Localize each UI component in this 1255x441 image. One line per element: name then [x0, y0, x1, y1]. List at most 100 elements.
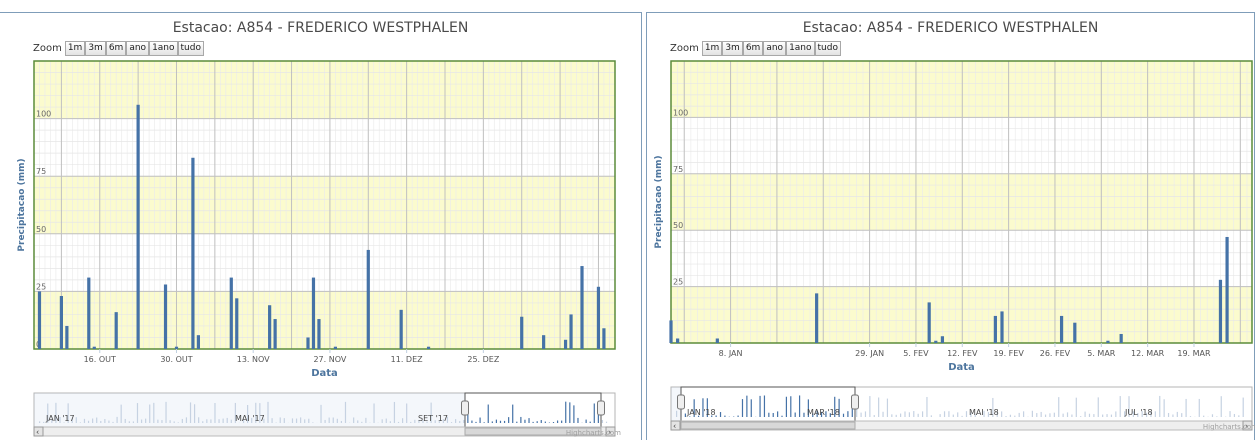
navigator-series-mark [590, 422, 591, 423]
navigator-series-mark [904, 411, 905, 417]
navigator-series-mark [394, 402, 395, 423]
navigator-series-mark [524, 420, 525, 423]
navigator-series-mark [496, 420, 497, 423]
navigator-series-mark [325, 420, 326, 423]
navigator-series-mark [751, 399, 752, 417]
chart-panel-right: Estacao: A854 - FREDERICO WESTPHALEN Zoo… [646, 12, 1255, 440]
navigator-series-mark [280, 417, 281, 423]
navigator-series-mark [573, 405, 574, 423]
data-bar [191, 158, 194, 349]
navigator-series-mark [874, 415, 875, 417]
navigator-series-mark [528, 418, 529, 423]
y-axis-title: Precipitacao (mm) [17, 158, 27, 251]
chevron-left-icon: ‹ [673, 422, 676, 431]
navigator-series-mark [926, 397, 927, 417]
navigator-series-mark [96, 418, 97, 423]
navigator-series-mark [1120, 396, 1121, 417]
navigator-series-mark [1076, 398, 1077, 417]
navigator-series-mark [194, 404, 195, 423]
data-bar [137, 105, 140, 349]
navigator-series-mark [882, 412, 883, 417]
navigator-series-mark [1071, 415, 1072, 417]
navigator-series-mark [1023, 411, 1024, 417]
data-bar [994, 316, 997, 343]
data-bar [306, 337, 309, 349]
y-tick-label: 75 [36, 167, 46, 176]
navigator-series-mark [174, 421, 175, 423]
navigator-series-mark [537, 421, 538, 423]
navigator-series-mark [602, 420, 603, 423]
navigator-series-mark [781, 416, 782, 417]
navigator-series-mark [565, 402, 566, 423]
navigator-series-mark [1058, 397, 1059, 417]
navigator-series-mark [795, 413, 796, 417]
navigator-series-mark [777, 411, 778, 417]
navigator-series-mark [414, 420, 415, 423]
data-bar [934, 341, 937, 343]
navigator-series-mark [1019, 413, 1020, 417]
navigator-series-mark [1098, 397, 1099, 417]
navigator-series-mark [847, 411, 848, 417]
x-tick-label: 8. JAN [719, 349, 743, 358]
data-bar [1225, 237, 1228, 343]
plot-band-1 [671, 174, 1252, 230]
data-bar [669, 320, 672, 343]
navigator-series-mark [43, 422, 44, 423]
navigator-series-mark [88, 421, 89, 423]
navigator-left-handle[interactable] [678, 395, 685, 409]
navigator-series-mark [488, 405, 489, 423]
navigator-series-mark [182, 419, 183, 423]
navigator-series-mark [500, 421, 501, 423]
navigator-series-mark [799, 395, 800, 417]
y-tick-label: 25 [36, 282, 46, 291]
x-tick-label: 5. MAR [1087, 349, 1116, 358]
x-tick-label: 27. NOV [313, 355, 346, 364]
data-bar [38, 291, 41, 349]
navigator-right-handle[interactable] [852, 395, 859, 409]
navigator-series-mark [533, 422, 534, 423]
navigator-series-mark [39, 421, 40, 423]
navigator-series-mark [1049, 413, 1050, 417]
data-bar [334, 347, 337, 349]
navigator-series-mark [149, 405, 150, 423]
navigator-series-mark [1054, 413, 1055, 417]
navigator-right-handle[interactable] [598, 401, 605, 415]
x-tick-label: 11. DEZ [391, 355, 423, 364]
scrollbar-thumb[interactable] [681, 422, 855, 429]
navigator-series-mark [606, 422, 607, 423]
navigator-series-mark [891, 414, 892, 417]
navigator-series-mark [104, 419, 105, 423]
data-bar [367, 250, 370, 349]
navigator-series-mark [137, 403, 138, 423]
navigator-label: MAI '17 [235, 414, 265, 423]
navigator-series-mark [746, 396, 747, 417]
data-bar [1219, 280, 1222, 343]
navigator-series-mark [1172, 414, 1173, 417]
data-bar [1120, 334, 1123, 343]
navigator-series-mark [479, 418, 480, 423]
data-bar [542, 335, 545, 349]
data-bar [580, 266, 583, 349]
navigator-series-mark [382, 419, 383, 423]
y-tick-label: 100 [673, 108, 688, 117]
data-bar [520, 317, 523, 349]
navigator-label: SET '17 [418, 414, 448, 423]
navigator-series-mark [512, 405, 513, 423]
navigator-series-mark [962, 416, 963, 417]
navigator-series-mark [504, 421, 505, 423]
navigator-series-mark [1067, 412, 1068, 417]
navigator-series-mark [329, 418, 330, 423]
navigator-series-mark [1115, 411, 1116, 417]
x-tick-label: 26. FEV [1040, 349, 1071, 358]
navigator-series-mark [353, 417, 354, 423]
navigator-series-mark [577, 418, 578, 423]
navigator-series-mark [1014, 416, 1015, 417]
navigator-series-mark [410, 422, 411, 423]
navigator-series-mark [869, 396, 870, 417]
data-bar [274, 319, 277, 349]
navigator-series-mark [1181, 413, 1182, 417]
data-bar [235, 298, 238, 349]
navigator-left-handle[interactable] [462, 401, 469, 415]
chevron-left-icon: ‹ [36, 428, 39, 437]
navigator-label: JUL '18 [1124, 408, 1153, 417]
